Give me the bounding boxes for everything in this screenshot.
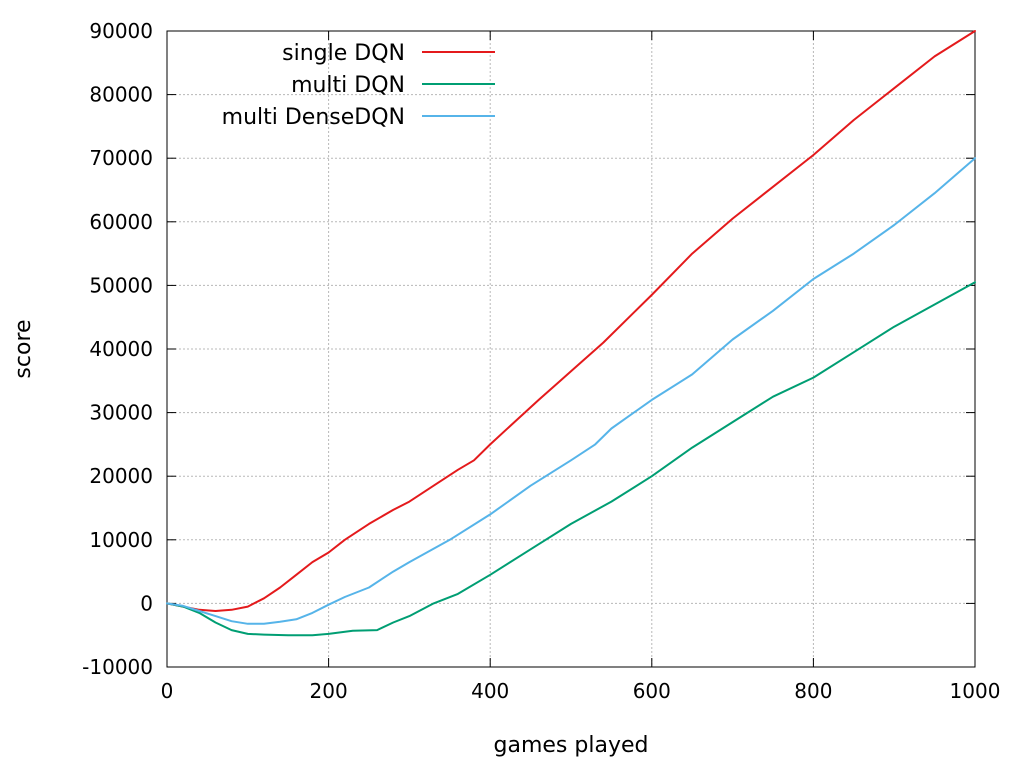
legend-label: multi DenseDQN — [222, 105, 405, 130]
x-tick-label: 400 — [471, 679, 509, 703]
axis-ticks: -100000100002000030000400005000060000700… — [82, 19, 1000, 703]
y-tick-label: 40000 — [89, 337, 153, 361]
y-tick-label: 90000 — [89, 19, 153, 43]
y-tick-label: 10000 — [89, 528, 153, 552]
y-tick-label: 0 — [140, 591, 153, 615]
plot-frame — [166, 30, 976, 668]
series-lines — [166, 30, 976, 637]
series-line-2 — [166, 157, 976, 625]
y-tick-label: 70000 — [89, 146, 153, 170]
x-axis-label: games played — [494, 733, 649, 758]
legend-label: multi DQN — [291, 73, 405, 98]
y-axis-label: score — [11, 319, 36, 378]
series-line-0 — [166, 30, 976, 612]
y-tick-label: 50000 — [89, 273, 153, 297]
y-tick-label: 60000 — [89, 210, 153, 234]
x-tick-label: 0 — [161, 679, 174, 703]
y-tick-label: -10000 — [82, 655, 153, 679]
x-tick-label: 200 — [310, 679, 348, 703]
x-tick-label: 1000 — [950, 679, 1001, 703]
y-tick-label: 80000 — [89, 83, 153, 107]
legend: single DQN multi DQN multi DenseDQN — [222, 41, 495, 130]
x-tick-label: 600 — [633, 679, 671, 703]
y-tick-label: 20000 — [89, 464, 153, 488]
y-tick-label: 30000 — [89, 401, 153, 425]
legend-label: single DQN — [282, 41, 405, 66]
x-tick-label: 800 — [794, 679, 832, 703]
grid — [167, 31, 975, 667]
series-line-1 — [166, 281, 976, 637]
